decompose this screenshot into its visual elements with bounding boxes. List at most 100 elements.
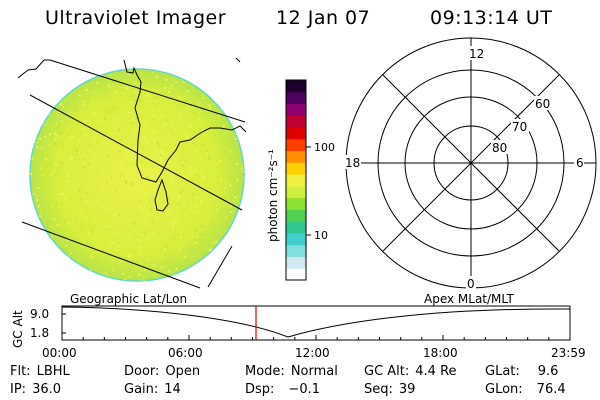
image-pixel <box>75 109 78 112</box>
image-pixel <box>82 94 85 97</box>
image-pixel <box>103 90 106 93</box>
glat-value: 9.6 <box>537 364 559 379</box>
image-pixel <box>131 183 134 186</box>
image-pixel <box>168 91 170 94</box>
image-pixel <box>39 137 42 140</box>
image-pixel <box>57 116 60 119</box>
image-pixel <box>55 134 58 137</box>
image-pixel <box>115 126 118 129</box>
image-pixel <box>150 131 153 134</box>
image-pixel <box>226 109 229 112</box>
image-pixel <box>133 222 136 225</box>
image-pixel <box>209 107 212 109</box>
image-pixel <box>56 254 59 257</box>
image-pixel <box>127 87 130 90</box>
x-ticks <box>61 335 571 340</box>
image-pixel <box>35 107 38 110</box>
image-pixel <box>199 172 202 175</box>
image-pixel <box>118 129 121 132</box>
image-pixel <box>67 222 70 225</box>
info-door: Door: Open <box>124 364 200 379</box>
image-pixel <box>233 133 236 136</box>
image-pixel <box>58 70 61 73</box>
image-pixel <box>40 167 43 170</box>
image-pixel <box>194 131 196 134</box>
image-pixel <box>227 273 230 276</box>
image-pixel <box>82 157 85 160</box>
image-pixel <box>60 192 63 195</box>
image-pixel <box>197 102 200 105</box>
image-pixel <box>81 223 84 226</box>
image-pixel <box>139 119 142 122</box>
info-dsp: Dsp: −0.1 <box>245 382 320 397</box>
image-pixel <box>31 176 33 179</box>
image-pixel <box>62 211 65 214</box>
image-pixel <box>118 135 121 138</box>
image-pixel <box>84 89 87 92</box>
image-pixel <box>192 266 195 269</box>
graticule-line <box>49 59 246 123</box>
image-pixel <box>220 178 223 181</box>
image-pixel <box>196 143 199 146</box>
image-pixel <box>185 136 188 139</box>
image-pixel <box>198 118 201 121</box>
image-pixel <box>63 220 66 222</box>
image-pixel <box>143 135 146 138</box>
image-pixel <box>38 75 41 78</box>
image-pixel <box>236 255 239 258</box>
image-pixel <box>215 162 218 165</box>
image-pixel <box>49 84 52 86</box>
image-pixel <box>203 233 206 235</box>
image-pixel <box>60 149 63 152</box>
image-pixel <box>83 119 86 122</box>
image-pixel <box>89 143 92 146</box>
ip-key: IP: <box>10 382 27 397</box>
image-pixel <box>58 111 61 114</box>
image-pixel <box>195 230 198 233</box>
image-pixel <box>180 110 183 113</box>
image-pixel <box>128 267 131 270</box>
image-pixel <box>245 100 247 102</box>
image-pixel <box>237 239 240 242</box>
image-pixel <box>106 154 109 157</box>
image-pixel <box>229 208 231 211</box>
mlt-label-12: 12 <box>469 47 484 61</box>
image-pixel <box>107 273 110 276</box>
image-pixel <box>162 184 165 187</box>
image-pixel <box>134 128 137 131</box>
image-pixel <box>182 234 185 236</box>
image-pixel <box>106 209 109 212</box>
image-pixel <box>164 86 167 89</box>
image-pixel <box>129 254 131 257</box>
image-pixel <box>55 224 58 227</box>
image-pixel <box>131 130 134 133</box>
image-pixel <box>105 110 108 113</box>
x-tick-label-0600: 06:00 <box>168 346 203 360</box>
image-pixel <box>33 238 36 241</box>
image-pixel <box>191 236 194 239</box>
image-pixel <box>145 94 148 97</box>
image-pixel <box>135 188 138 191</box>
image-pixel <box>130 162 133 165</box>
image-pixel <box>233 240 236 243</box>
image-pixel <box>108 102 111 105</box>
image-pixel <box>102 187 105 190</box>
lat-label-80: 80 <box>492 141 507 155</box>
image-pixel <box>192 142 195 145</box>
image-pixel <box>242 204 244 207</box>
image-pixel <box>127 71 130 74</box>
image-pixel <box>197 265 199 268</box>
image-pixel <box>66 74 69 77</box>
date-label: 12 Jan 07 <box>276 7 371 29</box>
info-gain: Gain: 14 <box>124 382 181 397</box>
image-pixel <box>109 225 112 228</box>
image-pixel <box>137 190 140 193</box>
image-pixel <box>189 166 192 169</box>
y-tick-label-bottom: 1.8 <box>30 326 49 340</box>
image-pixel <box>60 120 63 123</box>
seq-value: 39 <box>398 382 416 397</box>
image-pixel <box>181 278 184 281</box>
image-pixel <box>173 84 176 87</box>
image-pixel <box>224 240 227 243</box>
